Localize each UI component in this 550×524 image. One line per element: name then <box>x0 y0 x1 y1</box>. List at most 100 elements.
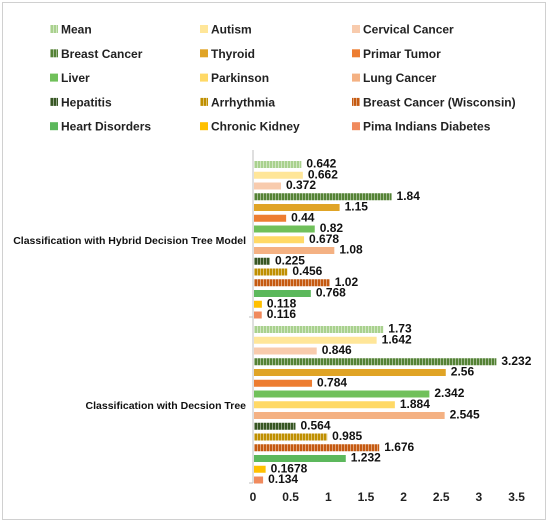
legend-swatch-cervical-cancer <box>352 25 360 33</box>
data-label-arrhythmia-2: 0.985 <box>332 429 362 443</box>
legend-label-pima-indians-diabetes: Pima Indians Diabetes <box>363 120 491 134</box>
legend-label-thyroid: Thyroid <box>211 47 255 61</box>
bar-autism-2 <box>254 336 377 344</box>
bar-liver-2 <box>254 390 430 398</box>
legend-label-breast-cancer: Breast Cancer <box>61 47 143 61</box>
legend-swatch-hepatitis <box>50 97 58 106</box>
data-label-hepatitis-2: 0.564 <box>300 418 330 432</box>
category-label-2: Classification with Decsion Tree <box>86 400 247 412</box>
legend-label-heart-disorders: Heart Disorders <box>61 120 151 134</box>
bar-primar-tumor-1 <box>254 214 287 222</box>
data-label-breast-cancer-wisconsin-1: 1.02 <box>335 275 359 289</box>
x-tick-label: 1 <box>325 490 332 504</box>
data-label-cervical-cancer-1: 0.372 <box>286 178 316 192</box>
data-label-heart-disorders-2: 1.232 <box>351 451 381 465</box>
legend-label-liver: Liver <box>61 71 90 85</box>
data-label-liver-1: 0.82 <box>320 221 344 235</box>
legend-swatch-parkinson <box>200 73 208 82</box>
bar-heart-disorders-2 <box>254 455 346 462</box>
data-label-pima-indians-diabetes-1: 0.116 <box>267 307 297 321</box>
x-tick-label: 2 <box>400 490 407 504</box>
bar-mean-2 <box>254 326 384 333</box>
bar-chronic-kidney-1 <box>254 300 262 308</box>
bar-primar-tumor-2 <box>254 379 313 387</box>
bar-thyroid-2 <box>254 369 446 376</box>
legend-swatch-arrhythmia <box>200 97 208 106</box>
bar-breast-cancer-wisconsin-1 <box>254 279 330 287</box>
x-tick-label: 2.5 <box>433 490 450 504</box>
legend-swatch-primar-tumor <box>352 49 360 58</box>
legend-label-mean: Mean <box>61 23 92 37</box>
data-label-autism-2: 1.642 <box>382 332 412 346</box>
bar-parkinson-2 <box>254 401 395 409</box>
data-label-primar-tumor-2: 0.784 <box>317 375 347 389</box>
x-tick-label: 0 <box>250 490 257 504</box>
data-label-pima-indians-diabetes-2: 0.134 <box>268 472 298 486</box>
legend-swatch-autism <box>200 25 208 33</box>
bar-breast-cancer-2 <box>254 358 497 366</box>
legend-label-breast-cancer-wisconsin: Breast Cancer (Wisconsin) <box>363 95 516 109</box>
bar-breast-cancer-1 <box>254 193 392 201</box>
bar-mean-1 <box>254 161 302 168</box>
legend-swatch-thyroid <box>200 49 208 58</box>
bar-cervical-cancer-1 <box>254 182 282 190</box>
data-label-liver-2: 2.342 <box>434 386 464 400</box>
data-label-thyroid-2: 2.56 <box>451 365 475 379</box>
x-tick-label: 3 <box>476 490 483 504</box>
legend-label-arrhythmia: Arrhythmia <box>211 95 275 109</box>
data-label-parkinson-1: 0.678 <box>309 232 339 246</box>
legend-swatch-breast-cancer-wisconsin <box>352 97 360 106</box>
bar-pima-indians-diabetes-1 <box>254 311 262 319</box>
bar-heart-disorders-1 <box>254 290 311 297</box>
data-label-breast-cancer-1: 1.84 <box>397 189 421 203</box>
legend-swatch-breast-cancer <box>50 49 58 58</box>
legend-swatch-pima-indians-diabetes <box>352 122 360 131</box>
data-label-cervical-cancer-2: 0.846 <box>322 343 352 357</box>
legend-swatch-heart-disorders <box>50 122 58 131</box>
data-label-arrhythmia-1: 0.456 <box>292 264 322 278</box>
bar-thyroid-1 <box>254 204 340 211</box>
x-tick-label: 3.5 <box>508 490 525 504</box>
category-label-1: Classification with Hybrid Decision Tree… <box>13 235 246 247</box>
legend-swatch-lung-cancer <box>352 73 360 82</box>
legend-label-primar-tumor: Primar Tumor <box>363 47 441 61</box>
data-label-mean-2: 1.73 <box>388 322 412 336</box>
data-label-heart-disorders-1: 0.768 <box>316 286 346 300</box>
data-label-breast-cancer-2: 3.232 <box>501 354 531 368</box>
legend-swatch-mean <box>50 25 58 33</box>
legend-label-parkinson: Parkinson <box>211 71 269 85</box>
bar-parkinson-1 <box>254 236 305 244</box>
data-label-parkinson-2: 1.884 <box>400 397 430 411</box>
bar-hepatitis-1 <box>254 257 270 265</box>
legend-label-lung-cancer: Lung Cancer <box>363 71 437 85</box>
bar-pima-indians-diabetes-2 <box>254 476 264 484</box>
data-label-thyroid-1: 1.15 <box>345 200 369 214</box>
bar-lung-cancer-1 <box>254 247 335 254</box>
bar-liver-1 <box>254 225 315 233</box>
data-label-breast-cancer-wisconsin-2: 1.676 <box>384 440 414 454</box>
x-tick-label: 0.5 <box>282 490 299 504</box>
data-label-hepatitis-1: 0.225 <box>275 253 305 267</box>
bar-autism-1 <box>254 171 303 179</box>
legend-label-chronic-kidney: Chronic Kidney <box>211 120 300 134</box>
legend-swatch-liver <box>50 73 58 82</box>
bar-arrhythmia-2 <box>254 433 328 441</box>
x-tick-label: 1.5 <box>358 490 375 504</box>
legend-label-cervical-cancer: Cervical Cancer <box>363 23 454 37</box>
data-label-lung-cancer-1: 1.08 <box>339 243 363 257</box>
data-label-chronic-kidney-2: 0.1678 <box>271 461 308 475</box>
bar-breast-cancer-wisconsin-2 <box>254 444 380 452</box>
bar-hepatitis-2 <box>254 422 296 430</box>
data-label-lung-cancer-2: 2.545 <box>450 408 480 422</box>
legend-swatch-chronic-kidney <box>200 122 208 131</box>
data-label-mean-1: 0.642 <box>306 157 336 171</box>
data-label-primar-tumor-1: 0.44 <box>291 210 315 224</box>
bar-cervical-cancer-2 <box>254 347 317 355</box>
legend-label-hepatitis: Hepatitis <box>61 95 112 109</box>
bar-lung-cancer-2 <box>254 412 445 419</box>
bar-arrhythmia-1 <box>254 268 288 276</box>
data-label-chronic-kidney-1: 0.118 <box>267 296 297 310</box>
legend-label-autism: Autism <box>211 23 252 37</box>
bar-chronic-kidney-2 <box>254 465 266 473</box>
